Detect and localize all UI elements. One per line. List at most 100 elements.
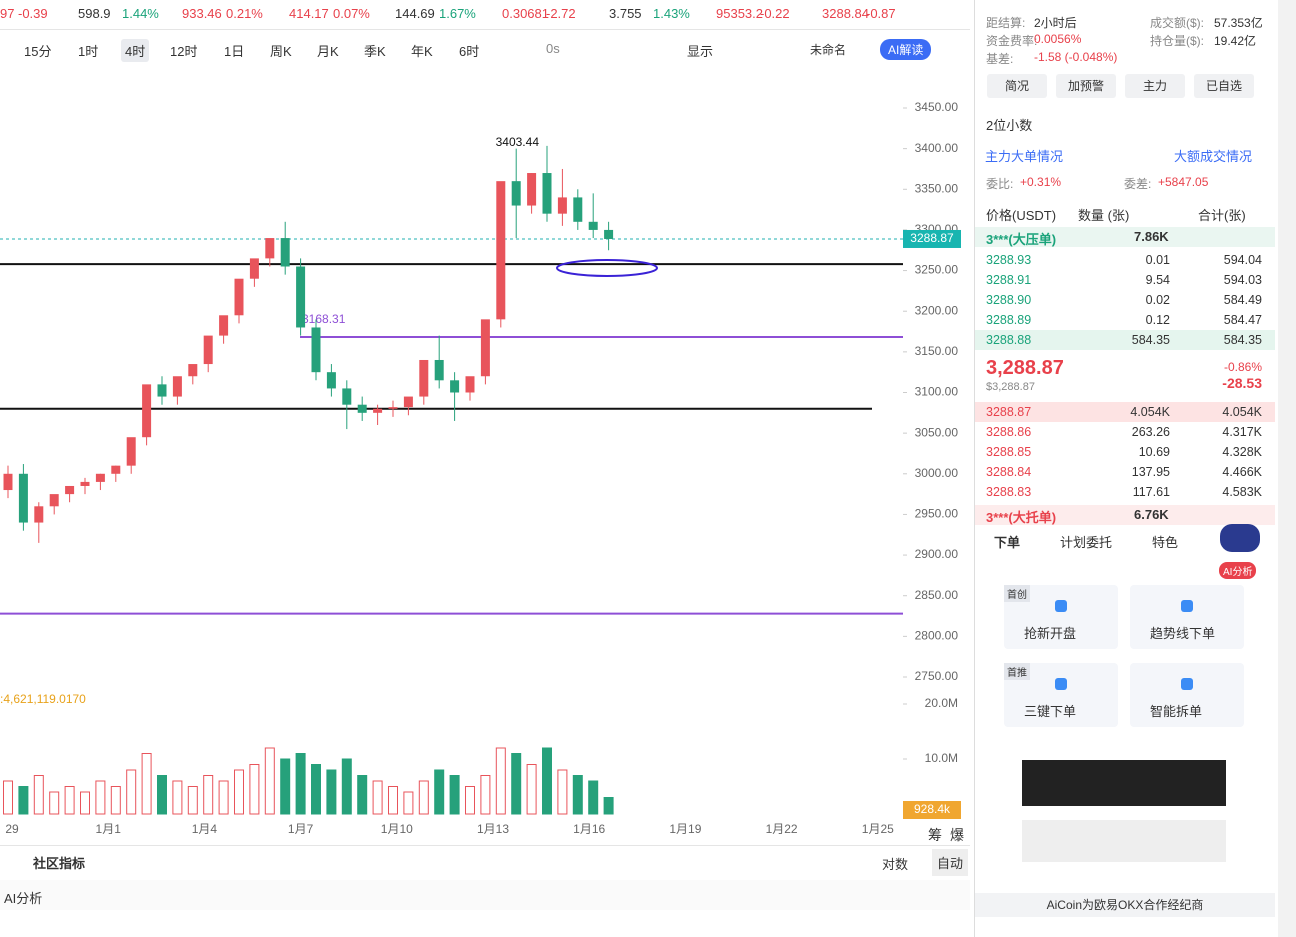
period-button[interactable]: 年K [411, 44, 433, 59]
ob-price: 3288.86 [986, 425, 1032, 439]
volume-bar [372, 780, 383, 815]
banner [1022, 760, 1226, 806]
y-tick-label: 3200.00 [915, 303, 959, 317]
y-tick-label: 2950.00 [915, 507, 959, 521]
x-tick-label: 1月22 [766, 822, 798, 836]
ticker-price: 97 [0, 6, 15, 21]
mid-pct: -0.86% [1223, 360, 1262, 374]
ob-price: 3288.88 [986, 333, 1032, 347]
ai-analysis[interactable]: AI分析 [4, 891, 43, 906]
display-button[interactable]: 显示 [687, 44, 714, 59]
period-button[interactable]: 周K [270, 44, 292, 59]
stat-value: 2小时后 [1034, 16, 1077, 30]
ai-robot[interactable] [1220, 524, 1260, 552]
order-card[interactable] [1130, 585, 1244, 649]
ob-total: 4.317K [1222, 425, 1262, 439]
ai-button[interactable]: AI解读 [880, 39, 932, 60]
x-tick-label: 1月25 [862, 822, 894, 836]
volume-bar [341, 758, 352, 815]
card-tag: 首创 [1004, 585, 1030, 602]
candle-body [296, 266, 306, 328]
period-button[interactable]: 4时 [121, 39, 150, 62]
card-icon [1055, 600, 1067, 612]
volume-bar [203, 775, 214, 815]
tab-order[interactable]: 下单 [994, 535, 1021, 550]
bid-big-qty: 6.76K [1134, 507, 1169, 522]
ticker-change: 1.43% [653, 6, 690, 21]
candle-body [434, 359, 444, 381]
period-button[interactable]: 季K [364, 44, 386, 59]
panel-button[interactable]: 主力 [1125, 74, 1185, 98]
period-button[interactable]: 1时 [78, 44, 99, 59]
link-big[interactable]: 大额成交情况 [1174, 149, 1253, 164]
card-icon [1181, 600, 1193, 612]
period-button[interactable]: 月K [317, 44, 339, 59]
candle-body [573, 197, 583, 222]
volume-bar [95, 780, 106, 815]
volume-bar [526, 764, 537, 815]
ob-qty: 10.69 [1138, 445, 1170, 459]
volume-bar [218, 780, 229, 815]
card-label[interactable]: 智能拆单 [1150, 704, 1203, 719]
candle-body [142, 384, 152, 438]
indicators[interactable]: 社区指标 [33, 856, 86, 871]
mid-chg: -28.53 [1222, 375, 1262, 391]
card-label[interactable]: 抢新开盘 [1024, 626, 1077, 641]
volume-bar [157, 775, 167, 815]
log-toggle[interactable]: 对数 [882, 857, 909, 872]
x-tick-label: 1月13 [477, 822, 509, 836]
volume-bar [311, 764, 321, 815]
volume-bar [480, 775, 491, 815]
volume-bar [357, 775, 368, 815]
panel-button[interactable]: 已自选 [1194, 74, 1254, 98]
v-tick-label: 20.0M [925, 696, 958, 710]
candle-body [557, 197, 567, 214]
card-label[interactable]: 趋势线下单 [1150, 626, 1216, 641]
candle-body [34, 506, 44, 523]
tab-plan[interactable]: 计划委托 [1060, 535, 1113, 550]
y-tick-label: 3250.00 [915, 263, 959, 277]
panel-button[interactable]: 加预警 [1056, 74, 1116, 98]
auto-toggle[interactable]: 自动 [932, 849, 969, 876]
layout-name[interactable]: 未命名 [810, 43, 847, 57]
x-tick-label: 1月7 [288, 822, 314, 836]
bid-big-label: 3***(大托单) [986, 510, 1057, 525]
col-qty: 数量 (张) [1078, 208, 1130, 223]
ask-big-qty: 7.86K [1134, 229, 1169, 244]
ticker-price: 95353.2 [716, 6, 763, 21]
ask-big-label: 3***(大压单) [986, 232, 1057, 247]
tab-feature[interactable]: 特色 [1152, 535, 1179, 550]
high-label: 3403.44 [496, 135, 540, 149]
order-card[interactable] [1130, 663, 1244, 727]
side-chip[interactable]: 筹 [928, 827, 942, 843]
period-button[interactable]: 15分 [24, 44, 52, 59]
candle-body [95, 473, 105, 482]
candle-body [157, 384, 167, 397]
ratio-label: 委比: [986, 177, 1014, 191]
volume-total: :4,621,119.0170 [0, 692, 86, 706]
volume-bar [449, 775, 460, 815]
side-burst[interactable]: 爆 [950, 827, 964, 843]
last-price-label: 3288.87 [910, 231, 954, 245]
diff-label: 委差: [1124, 177, 1152, 191]
stat-value: 19.42亿 [1214, 34, 1257, 48]
stat-label: 持仓量($): [1150, 34, 1205, 48]
period-button[interactable]: 1日 [224, 44, 245, 59]
candle-body [588, 221, 598, 230]
ticker-change: 1.67% [439, 6, 476, 21]
period-button[interactable]: 6时 [459, 44, 480, 59]
ob-total: 594.03 [1223, 273, 1262, 287]
card-label[interactable]: 三键下单 [1024, 704, 1077, 719]
ai-badge[interactable]: AI分析 [1219, 562, 1257, 579]
decimals[interactable]: 2位小数 [986, 118, 1033, 133]
volume-bar [33, 775, 44, 815]
period-button[interactable]: 12时 [170, 44, 198, 59]
link-main[interactable]: 主力大单情况 [985, 149, 1064, 164]
level-label: 3168.31 [302, 312, 346, 326]
ob-price: 3288.91 [986, 273, 1032, 287]
candle-body [80, 481, 90, 486]
panel-button[interactable]: 简况 [987, 74, 1047, 98]
volume-bar [110, 786, 121, 815]
y-tick-label: 3350.00 [915, 181, 959, 195]
y-tick-label: 2900.00 [915, 547, 959, 561]
